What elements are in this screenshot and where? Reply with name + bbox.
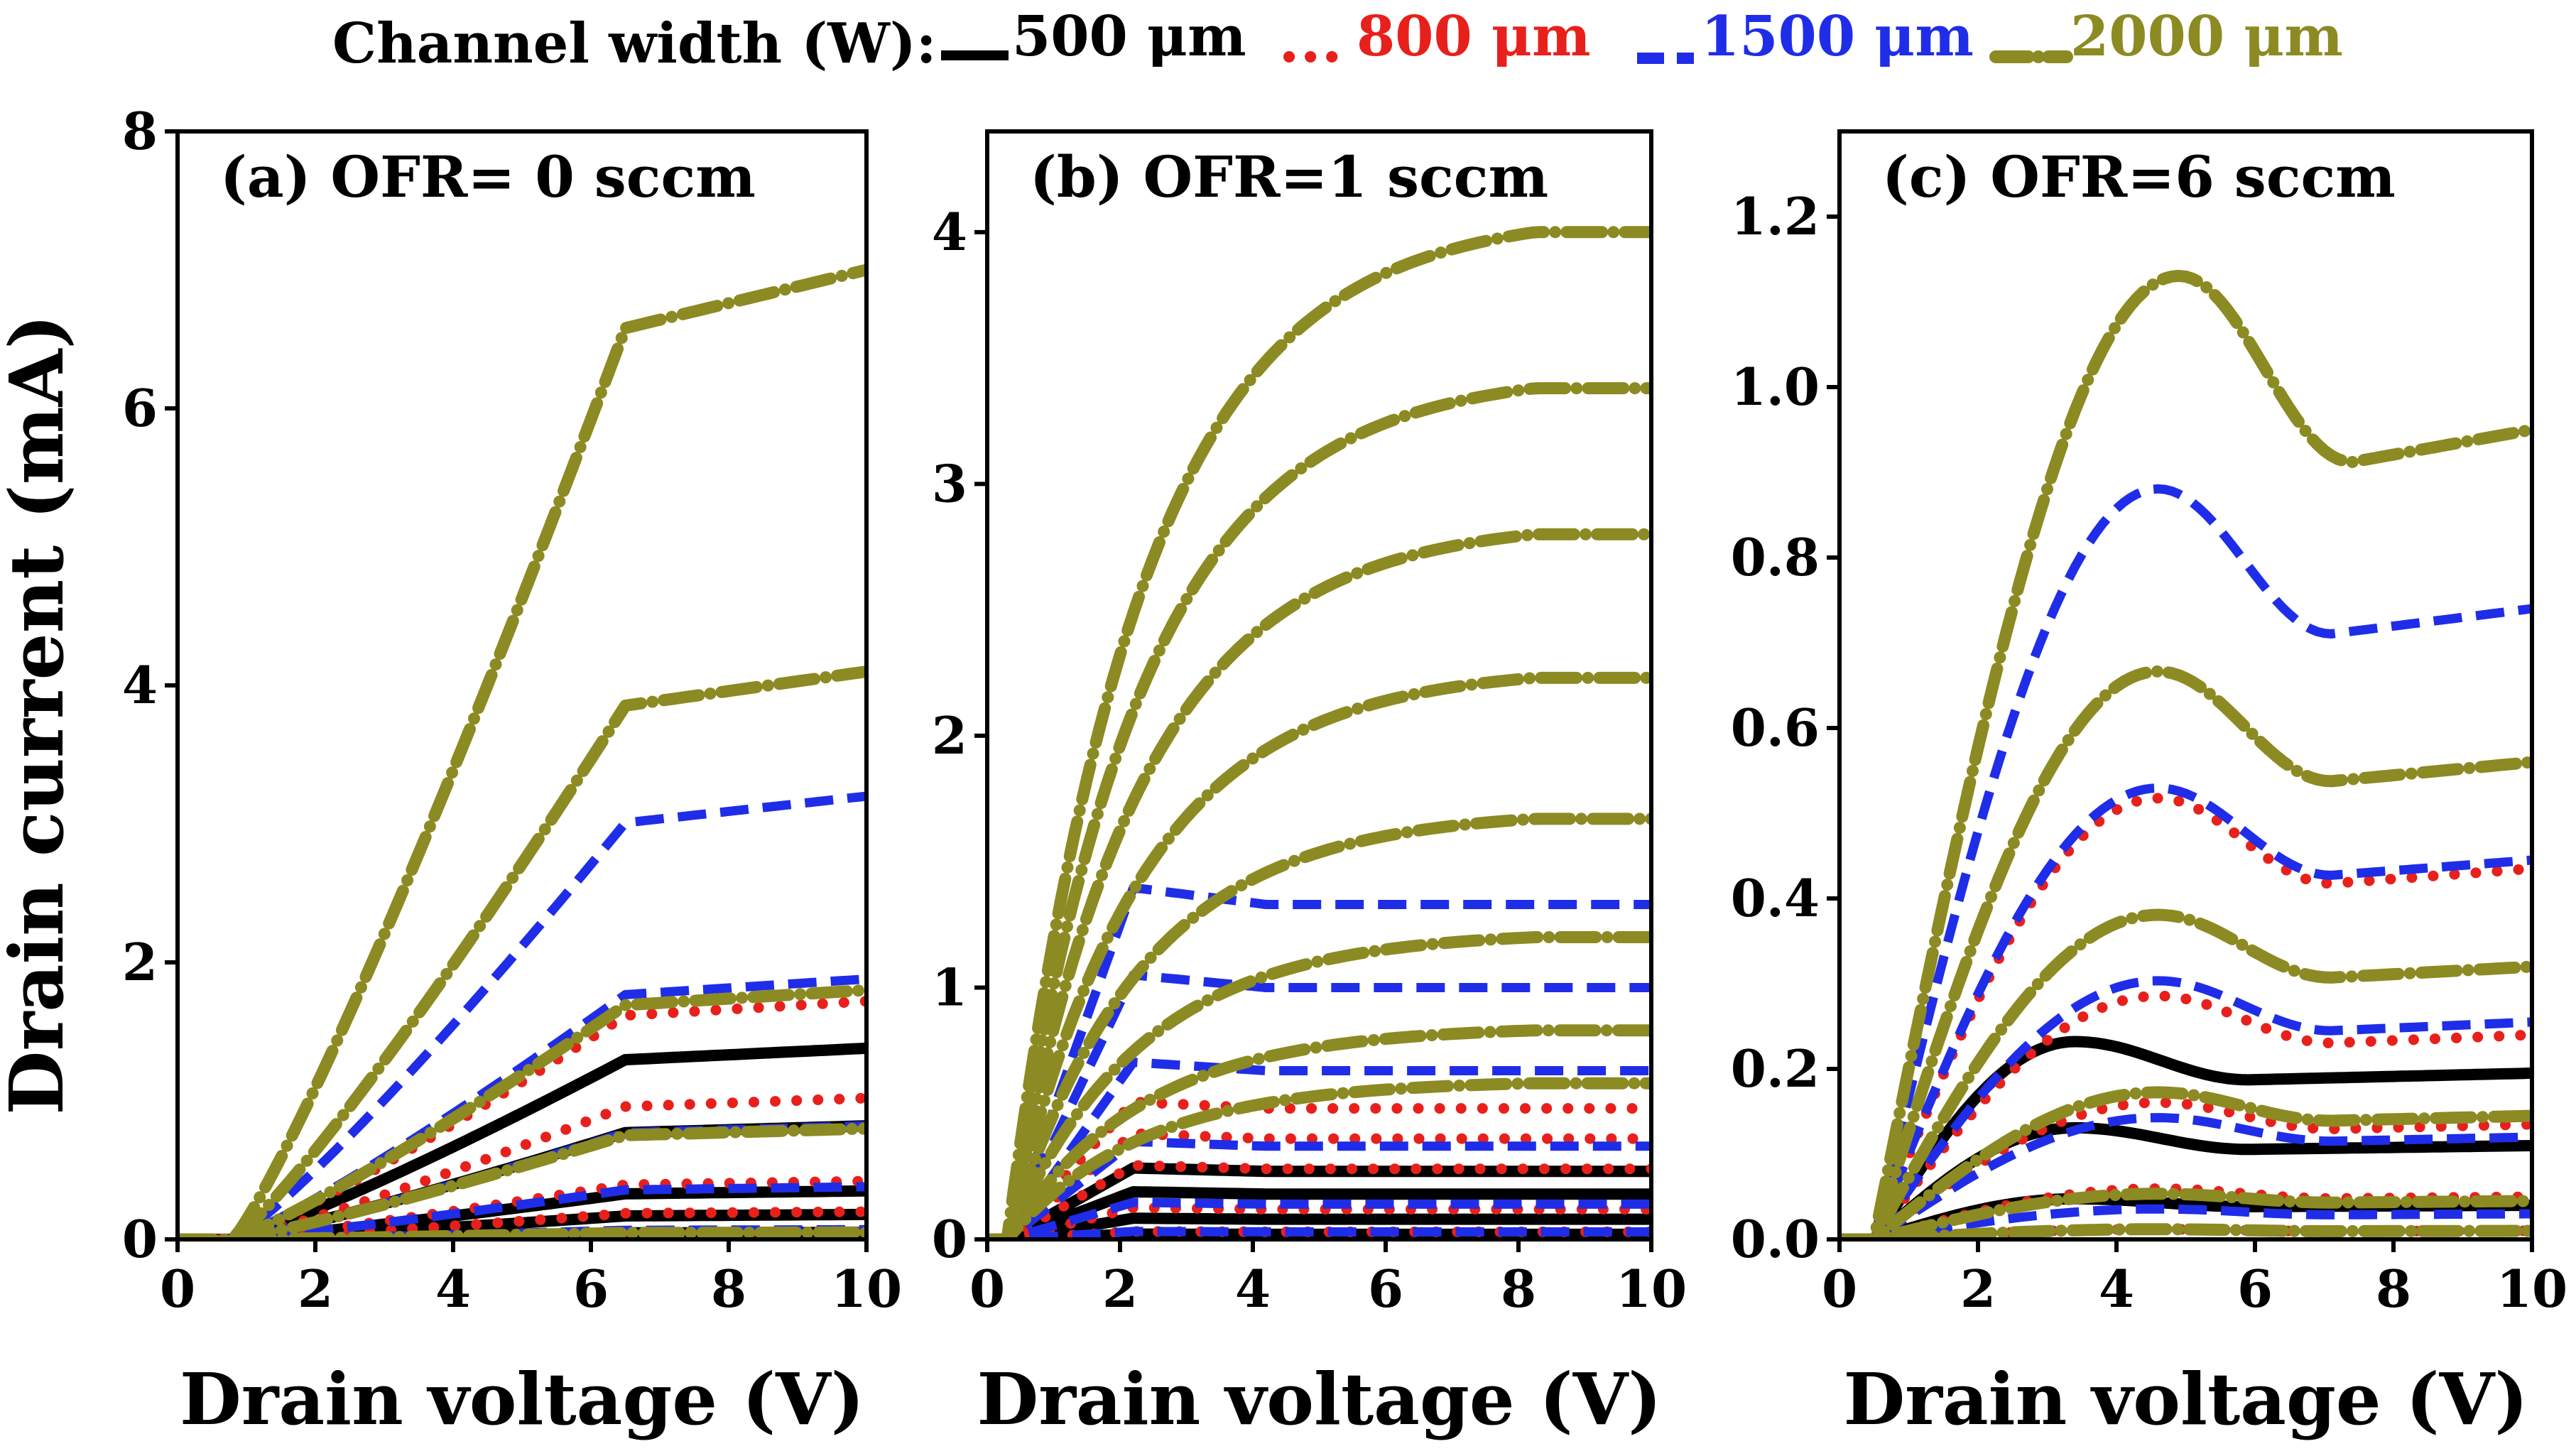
series-2000um-curve-2 bbox=[1839, 908, 2532, 1239]
y-tick-label: 0.6 bbox=[1731, 697, 1820, 758]
series-2000um-curve-0 bbox=[178, 264, 866, 1239]
x-tick-label: 6 bbox=[573, 1259, 609, 1319]
y-tick-label: 8 bbox=[122, 101, 158, 161]
series-2000um-curve-3 bbox=[178, 1122, 866, 1239]
x-tick-label: 2 bbox=[1102, 1259, 1138, 1319]
series-2000um-curve-1 bbox=[1839, 665, 2532, 1239]
series-2000um-curve-2 bbox=[178, 984, 866, 1239]
y-tick-label: 0.0 bbox=[1731, 1209, 1820, 1269]
series-1500um-curve-3 bbox=[987, 1136, 1651, 1239]
series-1500um-curve-1 bbox=[1839, 783, 2532, 1239]
y-tick-label: 0 bbox=[122, 1209, 158, 1269]
legend-title: Channel width (W): bbox=[332, 11, 937, 76]
x-tick-label: 4 bbox=[1235, 1259, 1271, 1319]
series-2000um-curve-7 bbox=[987, 1077, 1651, 1239]
series-2000um-curve-1 bbox=[987, 382, 1651, 1239]
y-tick-label: 4 bbox=[122, 655, 158, 715]
x-axis-label: Drain voltage (V) bbox=[180, 1357, 864, 1441]
series-2000um-curve-2 bbox=[987, 528, 1651, 1239]
legend-label-800um: 800 μm bbox=[1357, 4, 1591, 69]
x-axis-label: Drain voltage (V) bbox=[1843, 1357, 2528, 1441]
series-800um-curve-1 bbox=[1839, 990, 2532, 1239]
series-1500um-curve-0 bbox=[178, 791, 866, 1239]
y-tick-label: 1 bbox=[932, 957, 967, 1017]
series-2000um-curve-3 bbox=[987, 671, 1651, 1239]
y-tick-label: 0.4 bbox=[1731, 868, 1820, 928]
legend: Channel width (W): 500 μm 800 μm 1500 μm… bbox=[332, 4, 2343, 76]
series-2000um-curve-6 bbox=[987, 1024, 1651, 1239]
series-500um-curve-2 bbox=[987, 1212, 1651, 1239]
y-tick-label: 0.2 bbox=[1731, 1038, 1820, 1099]
series-2000um-curve-5 bbox=[1839, 1223, 2532, 1239]
series-1500um-curve-4 bbox=[987, 1197, 1651, 1239]
series-2000um-curve-0 bbox=[1839, 269, 2532, 1239]
series-1500um-curve-5 bbox=[987, 1227, 1651, 1239]
series-2000um-curve-4 bbox=[1839, 1188, 2532, 1239]
series-1500um-curve-0 bbox=[987, 883, 1651, 1239]
series-1500um-curve-1 bbox=[987, 970, 1651, 1239]
plot-area bbox=[1839, 269, 2532, 1239]
panel-title: (c) OFR=6 sccm bbox=[1882, 143, 2396, 210]
legend-label-500um: 500 μm bbox=[1012, 4, 1246, 69]
legend-label-2000um: 2000 μm bbox=[2070, 4, 2343, 69]
series-2000um-curve-5 bbox=[987, 931, 1651, 1239]
y-tick-label: 4 bbox=[932, 202, 967, 262]
series-1500um-curve-2 bbox=[1839, 976, 2532, 1239]
x-tick-label: 2 bbox=[298, 1259, 333, 1319]
series-2000um-curve-0 bbox=[987, 226, 1651, 1239]
x-tick-label: 6 bbox=[2237, 1259, 2273, 1319]
x-axis-label: Drain voltage (V) bbox=[977, 1357, 1661, 1441]
y-tick-label: 0 bbox=[932, 1209, 967, 1269]
x-tick-label: 10 bbox=[831, 1259, 902, 1319]
series-800um-curve-1 bbox=[178, 1092, 866, 1239]
x-tick-label: 8 bbox=[1501, 1259, 1536, 1319]
plot-area bbox=[178, 264, 866, 1239]
y-axis-label: Drain current (mA) bbox=[0, 314, 80, 1114]
x-tick-label: 10 bbox=[1616, 1259, 1687, 1319]
x-tick-label: 10 bbox=[2496, 1259, 2567, 1319]
y-tick-label: 2 bbox=[932, 705, 967, 766]
series-1500um-curve-2 bbox=[987, 1058, 1651, 1239]
y-tick-label: 0.8 bbox=[1731, 527, 1820, 587]
series-1500um-curve-3 bbox=[178, 1182, 866, 1239]
legend-label-1500um: 1500 μm bbox=[1701, 4, 1974, 69]
panel-a: 0 2 4 6 8 10 0 2 4 6 8 (a) OFR= 0 sccm Drain voltage… bbox=[122, 101, 902, 1441]
series-800um-curve-0 bbox=[1839, 793, 2532, 1239]
series-2000um-curve-4 bbox=[987, 813, 1651, 1239]
y-tick-label: 1.2 bbox=[1731, 186, 1820, 246]
series-1500um-curve-1 bbox=[178, 974, 866, 1239]
series-800um-curve-2 bbox=[987, 1160, 1651, 1239]
panel-c: 0 2 4 6 8 10 0.0 0.2 0.4 0.6 0.8 1.0 1.2 (c) OFR=6 sc… bbox=[1731, 129, 2567, 1441]
x-tick-label: 0 bbox=[969, 1259, 1005, 1319]
y-tick-label: 3 bbox=[932, 453, 967, 514]
series-500um-curve-1 bbox=[987, 1186, 1651, 1239]
x-tick-label: 8 bbox=[2376, 1259, 2411, 1319]
plot-frame bbox=[985, 129, 1653, 1242]
y-tick-label: 6 bbox=[122, 378, 158, 438]
series-800um-curve-2 bbox=[1839, 1097, 2532, 1239]
series-800um-curve-3 bbox=[987, 1202, 1651, 1239]
x-tick-label: 2 bbox=[1960, 1259, 1996, 1319]
panel-title: (b) OFR=1 sccm bbox=[1030, 143, 1548, 210]
x-tick-label: 0 bbox=[160, 1259, 195, 1319]
panel-title: (a) OFR= 0 sccm bbox=[220, 143, 756, 210]
panel-b: 0 2 4 6 8 10 0 1 2 3 4 (b) OFR=1 sccm Drain voltage … bbox=[932, 129, 1687, 1441]
x-tick-label: 4 bbox=[435, 1259, 471, 1319]
y-tick-label: 2 bbox=[122, 932, 158, 992]
series-1500um-curve-0 bbox=[1839, 484, 2532, 1239]
series-2000um-curve-3 bbox=[1839, 1086, 2532, 1239]
y-tick-label: 1.0 bbox=[1731, 357, 1820, 417]
x-tick-label: 8 bbox=[711, 1259, 746, 1319]
plot-frame bbox=[1837, 129, 2534, 1242]
series-2000um-curve-1 bbox=[178, 665, 866, 1239]
x-tick-label: 6 bbox=[1368, 1259, 1403, 1319]
series-800um-curve-0 bbox=[178, 996, 866, 1239]
plot-area bbox=[987, 226, 1651, 1239]
series-1500um-curve-4 bbox=[1839, 1204, 2532, 1239]
x-tick-label: 0 bbox=[1822, 1259, 1857, 1319]
series-1500um-curve-3 bbox=[1839, 1113, 2532, 1239]
x-tick-label: 4 bbox=[2099, 1259, 2134, 1319]
series-800um-curve-3 bbox=[178, 1206, 866, 1239]
